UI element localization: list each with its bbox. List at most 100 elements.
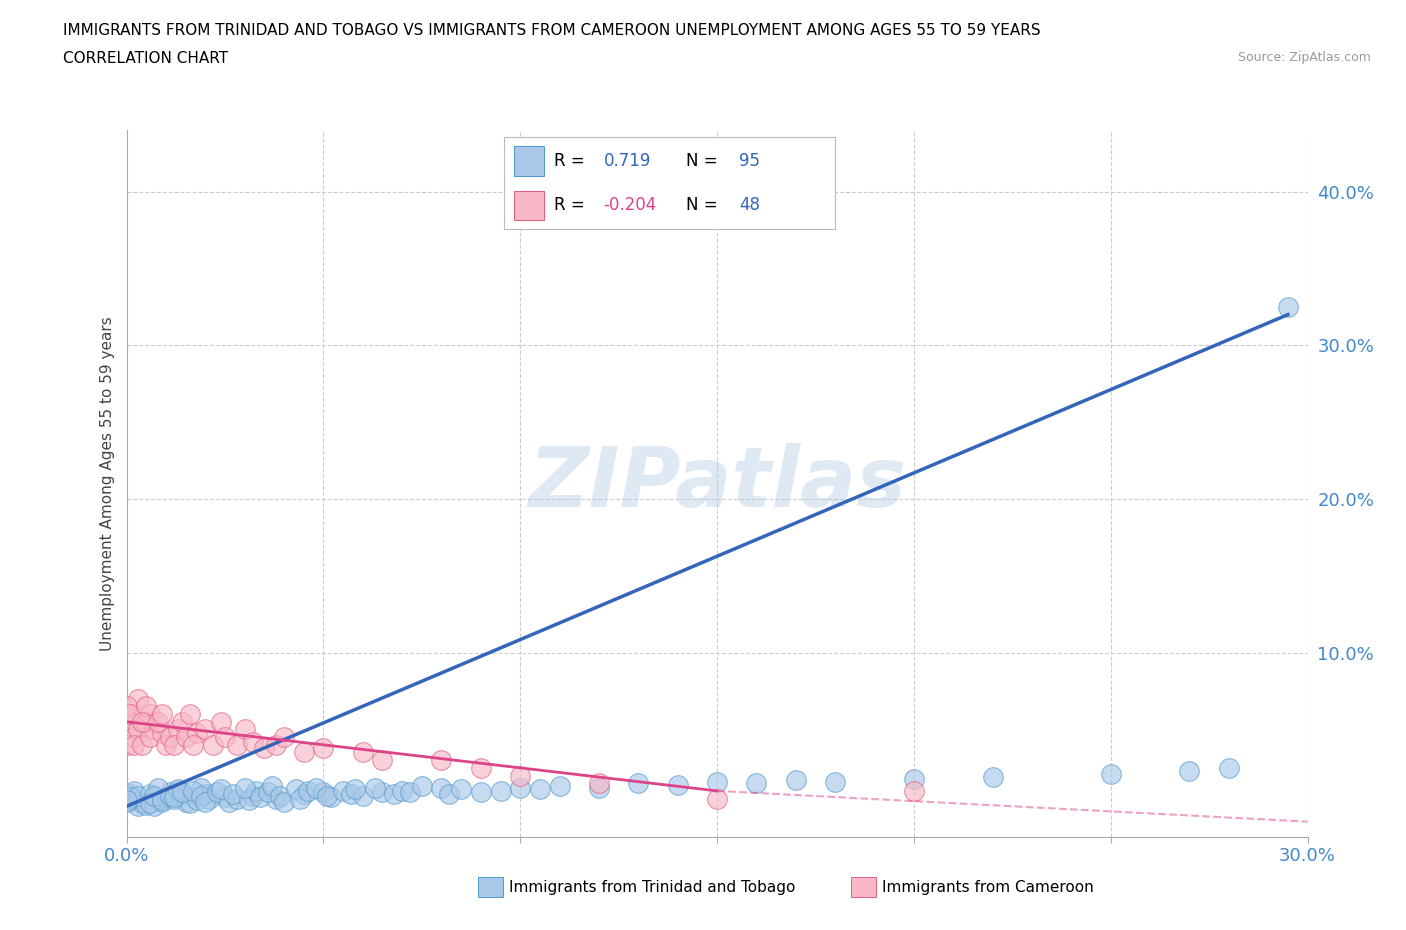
Point — [588, 780, 610, 795]
Point — [218, 794, 240, 809]
Point — [183, 737, 205, 752]
Point — [127, 799, 149, 814]
Point — [352, 745, 374, 760]
Point — [155, 737, 177, 752]
Point — [233, 722, 256, 737]
Point — [297, 783, 319, 798]
Point — [159, 730, 181, 745]
Point — [170, 714, 193, 729]
Point — [264, 737, 287, 752]
Point — [340, 787, 363, 802]
Point — [627, 776, 650, 790]
Point — [150, 707, 173, 722]
Point — [139, 787, 162, 802]
Point — [269, 788, 291, 803]
Point — [124, 707, 146, 722]
Point — [179, 707, 201, 722]
Point — [529, 782, 551, 797]
Point — [135, 714, 157, 729]
Point — [170, 785, 193, 800]
Point — [371, 752, 394, 767]
Point — [382, 787, 405, 802]
Point — [257, 785, 280, 800]
Point — [304, 780, 326, 795]
Point — [146, 714, 169, 729]
Point — [143, 788, 166, 803]
Point — [163, 791, 186, 806]
Point — [242, 735, 264, 750]
Point — [312, 740, 335, 755]
Point — [1218, 761, 1240, 776]
Point — [124, 783, 146, 798]
Text: ZIPatlas: ZIPatlas — [529, 443, 905, 525]
Point — [174, 794, 197, 809]
Point — [120, 790, 142, 804]
Point — [150, 794, 173, 809]
Point — [273, 794, 295, 809]
Point — [903, 783, 925, 798]
Point — [225, 737, 247, 752]
Text: IMMIGRANTS FROM TRINIDAD AND TOBAGO VS IMMIGRANTS FROM CAMEROON UNEMPLOYMENT AMO: IMMIGRANTS FROM TRINIDAD AND TOBAGO VS I… — [63, 23, 1040, 38]
Point — [194, 722, 217, 737]
Point — [321, 790, 343, 804]
Point — [548, 778, 571, 793]
Point — [163, 790, 186, 804]
Point — [242, 788, 264, 803]
Point — [824, 775, 846, 790]
Point — [198, 791, 221, 806]
Point — [411, 778, 433, 793]
Point — [706, 791, 728, 806]
Point — [146, 780, 169, 795]
Point — [509, 780, 531, 795]
Text: CORRELATION CHART: CORRELATION CHART — [63, 51, 228, 66]
Point — [332, 783, 354, 798]
Point — [163, 737, 186, 752]
Point — [115, 737, 138, 752]
Point — [115, 792, 138, 807]
Point — [131, 796, 153, 811]
Point — [903, 771, 925, 786]
Point — [150, 725, 173, 740]
Point — [166, 722, 188, 737]
Point — [292, 787, 315, 802]
Point — [127, 691, 149, 706]
Point — [120, 707, 142, 722]
Point — [194, 794, 217, 809]
Point — [489, 783, 512, 798]
Point — [190, 788, 212, 803]
Point — [143, 722, 166, 737]
Point — [430, 752, 453, 767]
Point — [179, 796, 201, 811]
Point — [292, 745, 315, 760]
Point — [1099, 766, 1122, 781]
Point — [222, 787, 245, 802]
Point — [194, 787, 217, 802]
Point — [209, 782, 232, 797]
Point — [245, 783, 267, 798]
Point — [1277, 299, 1299, 314]
Point — [745, 776, 768, 790]
Point — [238, 792, 260, 807]
Point — [115, 699, 138, 714]
Point — [190, 780, 212, 795]
Point — [288, 791, 311, 806]
Point — [399, 785, 422, 800]
Point — [183, 783, 205, 798]
Point — [1178, 764, 1201, 778]
Point — [124, 730, 146, 745]
Point — [214, 730, 236, 745]
Point — [150, 792, 173, 807]
Point — [139, 796, 162, 811]
Point — [316, 788, 339, 803]
Point — [262, 778, 284, 793]
Point — [205, 785, 228, 800]
Text: Immigrants from Trinidad and Tobago: Immigrants from Trinidad and Tobago — [509, 880, 796, 895]
Point — [352, 788, 374, 803]
Point — [666, 777, 689, 792]
Point — [159, 785, 181, 800]
Point — [143, 799, 166, 814]
Point — [214, 790, 236, 804]
Point — [155, 790, 177, 804]
Point — [284, 782, 307, 797]
Point — [470, 761, 492, 776]
